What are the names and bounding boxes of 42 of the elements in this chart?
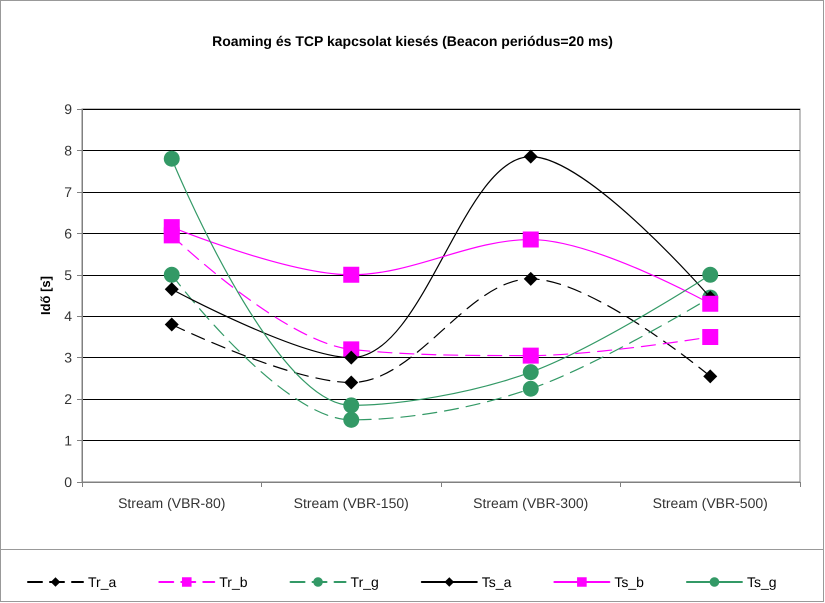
point bbox=[343, 397, 360, 414]
y-tick-label: 7 bbox=[64, 184, 72, 200]
point bbox=[164, 150, 180, 167]
point bbox=[522, 364, 539, 380]
y-tick-label: 1 bbox=[64, 432, 72, 449]
y-tick-label: 8 bbox=[64, 142, 72, 158]
point bbox=[164, 318, 179, 332]
point bbox=[702, 328, 718, 345]
legend-label: Tr_g bbox=[350, 574, 379, 590]
point bbox=[164, 282, 179, 296]
y-tick-label: 2 bbox=[64, 391, 72, 408]
y-tick-label: 0 bbox=[64, 474, 72, 490]
y-tick-label: 9 bbox=[64, 101, 72, 117]
point bbox=[343, 412, 360, 428]
y-tick-label: 3 bbox=[64, 350, 72, 366]
point bbox=[524, 272, 538, 286]
y-tick-label: 4 bbox=[64, 308, 72, 324]
point bbox=[522, 380, 539, 397]
point bbox=[164, 219, 180, 236]
legend-label: Tr_b bbox=[219, 574, 248, 590]
legend-label: Ts_b bbox=[614, 574, 644, 590]
legend-label: Ts_g bbox=[746, 574, 777, 590]
x-tick-label: Stream (VBR-300) bbox=[473, 495, 588, 511]
point bbox=[522, 232, 539, 248]
y-axis-title: Idő [s] bbox=[38, 276, 53, 315]
legend-label: Tr_a bbox=[88, 574, 116, 590]
point bbox=[344, 350, 358, 365]
chart-title: Roaming és TCP kapcsolat kiesés (Beacon periódus=20 ms) bbox=[212, 33, 613, 49]
point bbox=[343, 266, 360, 283]
x-tick-label: Stream (VBR-80) bbox=[118, 495, 226, 511]
point bbox=[702, 296, 718, 312]
point bbox=[524, 150, 538, 164]
x-tick-label: Stream (VBR-500) bbox=[652, 495, 768, 511]
point bbox=[522, 348, 539, 364]
point bbox=[703, 369, 718, 384]
legend-label: Ts_a bbox=[482, 574, 512, 590]
y-tick-label: 6 bbox=[64, 225, 72, 242]
point bbox=[164, 266, 180, 283]
y-tick-label: 5 bbox=[64, 266, 72, 283]
point bbox=[702, 266, 718, 283]
x-tick-label: Stream (VBR-150) bbox=[294, 495, 409, 511]
point bbox=[344, 376, 358, 390]
